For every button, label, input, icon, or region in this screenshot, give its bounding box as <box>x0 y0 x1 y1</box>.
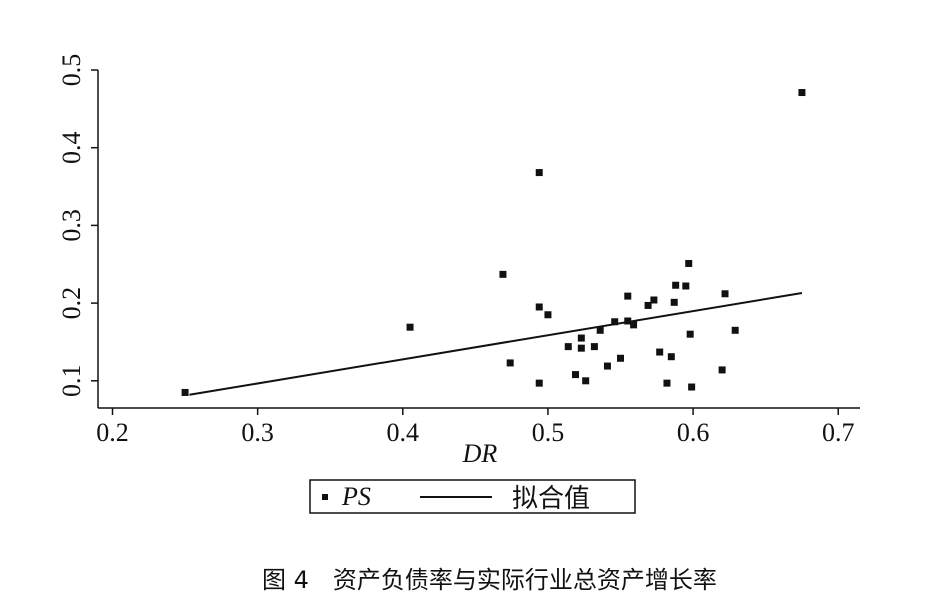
point <box>572 371 580 379</box>
point <box>667 353 675 361</box>
point <box>656 348 664 356</box>
point <box>544 311 552 319</box>
fit-line <box>189 292 803 396</box>
point <box>670 298 678 306</box>
point <box>535 169 543 177</box>
point <box>535 379 543 387</box>
x-tick-label: 0.6 <box>677 418 710 447</box>
point <box>644 301 652 309</box>
point <box>582 377 590 385</box>
point <box>564 343 572 351</box>
point <box>718 366 726 374</box>
point <box>663 379 671 387</box>
legend-box <box>309 479 636 514</box>
point <box>798 89 806 97</box>
point <box>685 259 693 267</box>
point <box>181 388 189 396</box>
point <box>535 303 543 311</box>
point <box>596 326 604 334</box>
point <box>603 362 611 370</box>
point <box>506 359 514 367</box>
y-tick-label: 0.3 <box>57 209 86 242</box>
point <box>630 321 638 329</box>
x-tick-label: 0.5 <box>532 418 565 447</box>
legend-label: PS <box>341 482 371 511</box>
point <box>406 323 414 331</box>
x-tick-label: 0.7 <box>822 418 855 447</box>
point <box>731 326 739 334</box>
point <box>624 292 632 300</box>
y-tick-label: 0.5 <box>57 54 86 87</box>
point <box>617 354 625 362</box>
y-tick-label: 0.2 <box>57 287 86 320</box>
y-tick-label: 0.4 <box>57 131 86 164</box>
point <box>499 270 507 278</box>
point <box>577 344 585 352</box>
figure-caption: 图 4 资产负债率与实际行业总资产增长率 <box>262 566 717 594</box>
point <box>611 318 619 326</box>
y-tick-label: 0.1 <box>57 365 86 398</box>
point <box>650 296 658 304</box>
point <box>686 330 694 338</box>
point <box>721 290 729 298</box>
x-tick-label: 0.3 <box>241 418 274 447</box>
point <box>672 281 680 289</box>
point <box>590 343 598 351</box>
point <box>688 383 696 391</box>
legend-label: 拟合值 <box>512 484 590 514</box>
point <box>682 282 690 290</box>
x-tick-label: 0.2 <box>96 418 129 447</box>
point <box>577 334 585 342</box>
x-tick-label: 0.4 <box>387 418 420 447</box>
x-axis-label: DR <box>462 439 498 468</box>
legend-marker <box>322 494 328 500</box>
